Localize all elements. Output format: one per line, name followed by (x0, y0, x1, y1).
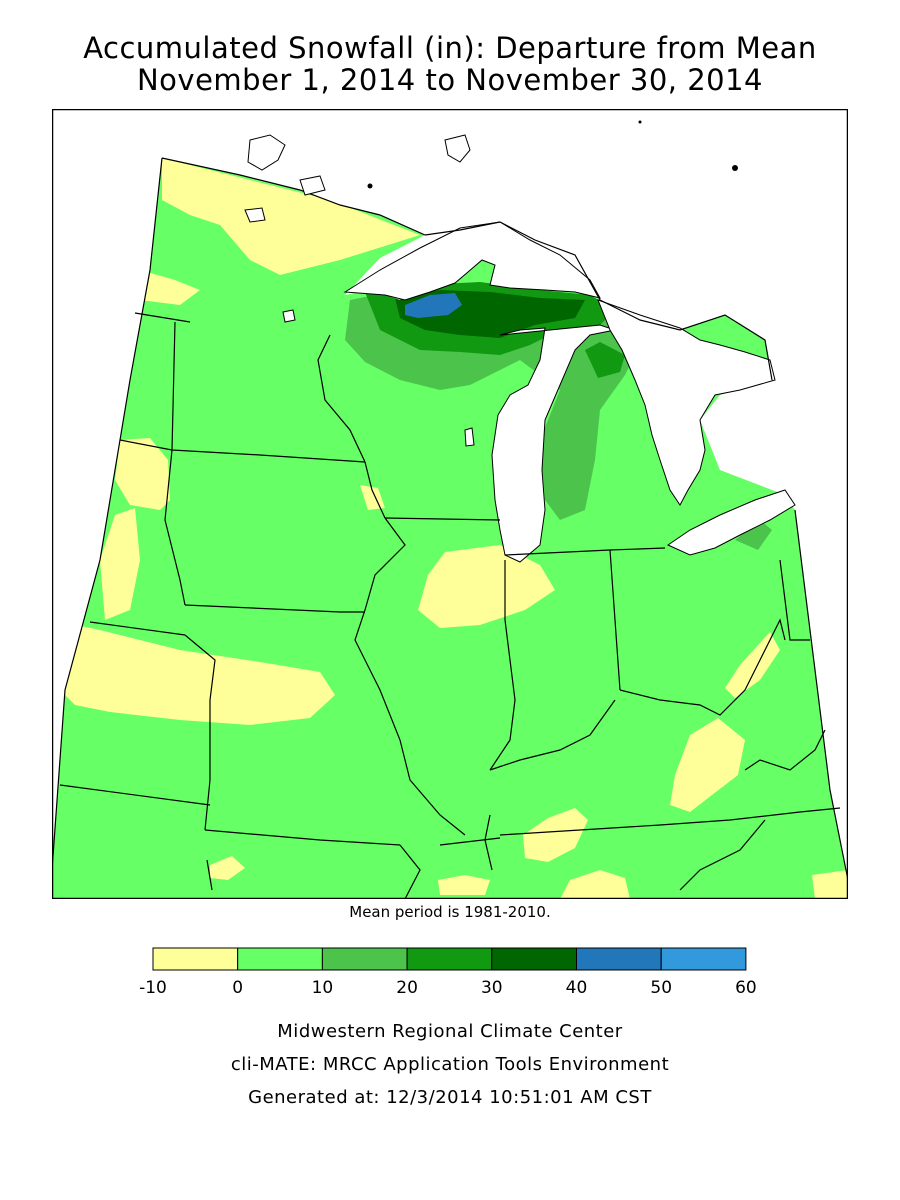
snowfall-departure-map (52, 109, 848, 899)
lake-michigan (491, 324, 617, 563)
lake-erie (666, 489, 796, 556)
state-boundaries (52, 157, 848, 899)
mean-period-note: Mean period is 1981-2010. (349, 903, 551, 921)
legend-swatch (576, 947, 662, 971)
map-title-line1: Accumulated Snowfall (in): Departure fro… (83, 31, 817, 65)
legend-tick-label: 60 (735, 978, 757, 998)
legend-tick-label: 0 (232, 978, 243, 998)
legend-tick-label: 20 (396, 978, 418, 998)
legend-tick-label: 50 (650, 978, 672, 998)
shaded-land (52, 158, 848, 899)
legend-swatch (152, 947, 239, 971)
symbol-markers (367, 120, 738, 189)
legend-tick-label: -10 (139, 978, 167, 998)
legend-swatch (491, 947, 577, 971)
legend-swatch (406, 947, 493, 971)
legend-tick-label: 30 (481, 978, 503, 998)
legend-swatch (237, 947, 323, 971)
lake-superior (343, 221, 601, 301)
legend-tick-label: 40 (566, 978, 588, 998)
credit-climate-tool: cli-MATE: MRCC Application Tools Environ… (230, 1054, 670, 1075)
map-title-line2: November 1, 2014 to November 30, 2014 (136, 63, 764, 97)
coastline-fragments (244, 134, 475, 447)
great-lakes (343, 221, 796, 563)
credit-generated-time: Generated at: 12/3/2014 10:51:01 AM CST (248, 1087, 652, 1108)
credit-mrcc: Midwestern Regional Climate Center (277, 1021, 623, 1042)
legend-swatch (660, 947, 747, 971)
legend-tick-label: 10 (312, 978, 334, 998)
color-legend: -10 0 10 20 30 40 50 60 (139, 947, 757, 998)
legend-swatch (321, 947, 408, 971)
lake-huron (597, 299, 776, 506)
map-frame (52, 109, 848, 899)
